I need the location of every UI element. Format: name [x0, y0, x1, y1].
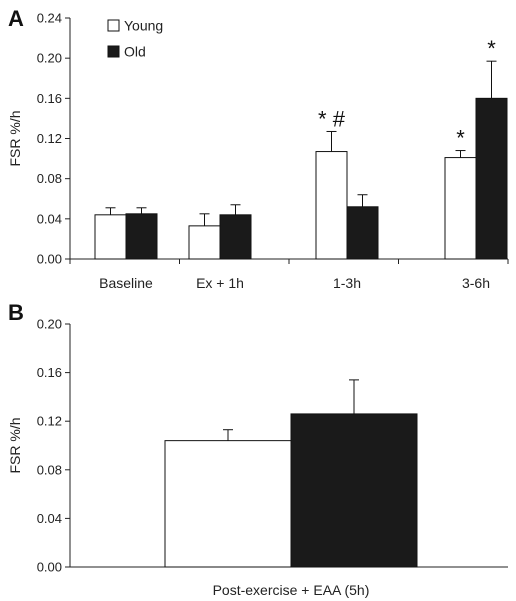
panel-a-x-tick-label: Baseline: [99, 275, 153, 291]
panel-a-bar-young: [444, 157, 477, 260]
panel-b-bar-old: [290, 413, 418, 568]
panel-a-x-tick-label: 3-6h: [462, 275, 490, 291]
panel-a-y-tick-label: 0.16: [37, 91, 62, 106]
panel-b-y-tick-label: 0.16: [37, 365, 62, 380]
panel-a-y-tick-label: 0.08: [37, 171, 62, 186]
panel-a-bar-young: [188, 225, 221, 260]
panel-a-x-tick-label: Ex + 1h: [196, 275, 244, 291]
panel-a-significance-mark: *: [487, 36, 496, 61]
panel-a-y-axis-label: FSR %/h: [7, 110, 23, 166]
panel-b-x-tick-label: Post-exercise + EAA (5h): [213, 582, 370, 598]
panel-a-y-tick-label: 0.12: [37, 131, 62, 146]
panel-b-y-tick-label: 0.08: [37, 462, 62, 477]
panel-a-y-tick-label: 0.04: [37, 211, 62, 226]
panel-a-significance-mark: * #: [318, 106, 346, 131]
panel-a-bar-young: [315, 151, 348, 260]
panel-a-bar-young: [94, 214, 127, 260]
panel-a-y-tick-label: 0.20: [37, 51, 62, 66]
panel-b-y-axis-label: FSR %/h: [7, 417, 23, 473]
panel-a-legend-swatch-young: [107, 19, 120, 32]
panel-a-bar-old: [219, 214, 252, 260]
panel-b-y-tick-label: 0.12: [37, 414, 62, 429]
panel-b-y-tick-label: 0.04: [37, 511, 62, 526]
panel-b-y-tick-label: 0.20: [37, 317, 62, 332]
panel-b-label: B: [8, 300, 24, 325]
panel-b-y-tick-label: 0.00: [37, 560, 62, 575]
panel-a-legend-label-old: Old: [124, 44, 146, 60]
panel-a-legend-label-young: Young: [124, 18, 163, 34]
panel-a-label: A: [8, 6, 24, 31]
panel-a-bar-old: [125, 213, 158, 260]
panel-b-bar-young: [164, 440, 292, 568]
panel-a-bar-old: [346, 206, 379, 260]
panel-a-legend-swatch-old: [107, 45, 120, 58]
panel-a-y-tick-label: 0.00: [37, 252, 62, 267]
panel-a-bar-old: [475, 97, 508, 260]
panel-a-significance-mark: *: [456, 126, 465, 151]
panel-a-x-tick-label: 1-3h: [333, 275, 361, 291]
panel-a-y-tick-label: 0.24: [37, 11, 62, 26]
